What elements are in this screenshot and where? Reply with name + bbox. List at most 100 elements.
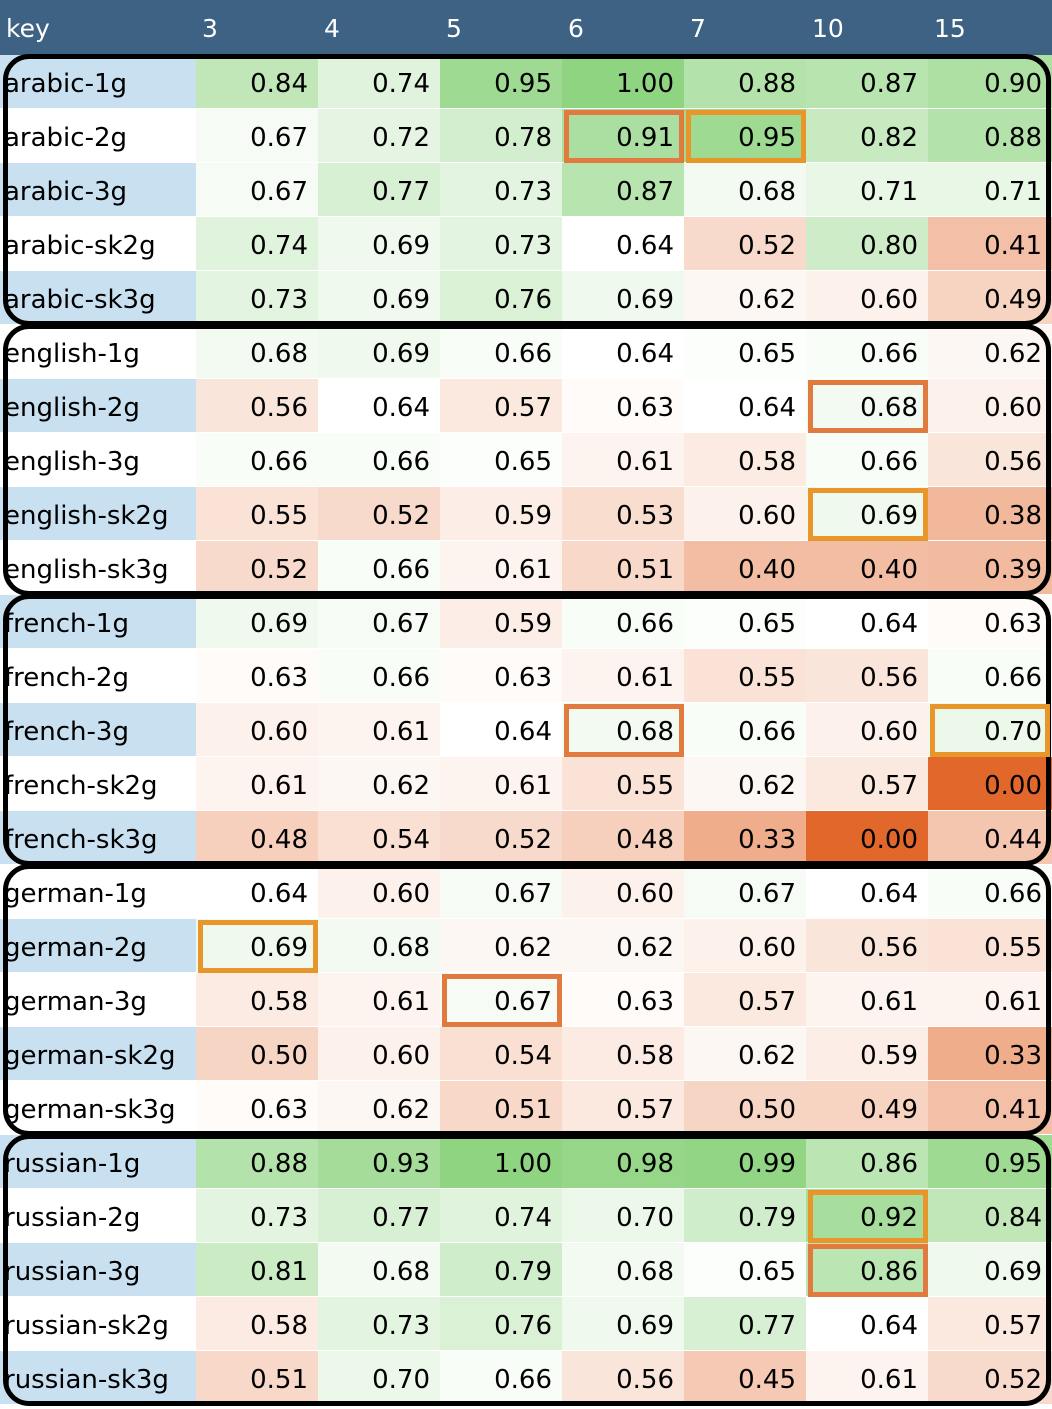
cell-english-2g-10: 0.68	[806, 379, 928, 433]
cell-english-sk2g-4: 0.52	[318, 487, 440, 541]
cell-english-2g-7: 0.64	[684, 379, 806, 433]
row-key-russian-1g: russian-1g	[0, 1135, 196, 1189]
row-key-french-1g: french-1g	[0, 595, 196, 649]
column-header-7: 7	[684, 0, 806, 55]
cell-arabic-1g-3: 0.84	[196, 55, 318, 109]
cell-russian-2g-7: 0.79	[684, 1189, 806, 1243]
cell-russian-3g-7: 0.65	[684, 1243, 806, 1297]
cell-english-sk2g-15: 0.38	[928, 487, 1052, 541]
cell-arabic-2g-7: 0.95	[684, 109, 806, 163]
cell-german-2g-3: 0.69	[196, 919, 318, 973]
cell-english-1g-6: 0.64	[562, 325, 684, 379]
cell-russian-2g-6: 0.70	[562, 1189, 684, 1243]
cell-english-3g-6: 0.61	[562, 433, 684, 487]
row-key-german-sk3g: german-sk3g	[0, 1081, 196, 1135]
cell-german-sk2g-5: 0.54	[440, 1027, 562, 1081]
cell-german-3g-7: 0.57	[684, 973, 806, 1027]
cell-french-2g-10: 0.56	[806, 649, 928, 703]
cell-german-sk2g-6: 0.58	[562, 1027, 684, 1081]
cell-russian-sk2g-5: 0.76	[440, 1297, 562, 1351]
cell-english-3g-4: 0.66	[318, 433, 440, 487]
row-key-german-2g: german-2g	[0, 919, 196, 973]
cell-arabic-3g-5: 0.73	[440, 163, 562, 217]
cell-russian-sk2g-7: 0.77	[684, 1297, 806, 1351]
row-key-english-1g: english-1g	[0, 325, 196, 379]
cell-russian-sk3g-10: 0.61	[806, 1351, 928, 1405]
row-key-french-sk3g: french-sk3g	[0, 811, 196, 865]
cell-russian-sk3g-5: 0.66	[440, 1351, 562, 1405]
row-key-arabic-3g: arabic-3g	[0, 163, 196, 217]
cell-german-2g-5: 0.62	[440, 919, 562, 973]
cell-french-3g-5: 0.64	[440, 703, 562, 757]
cell-french-1g-10: 0.64	[806, 595, 928, 649]
cell-english-1g-4: 0.69	[318, 325, 440, 379]
row-key-english-sk2g: english-sk2g	[0, 487, 196, 541]
cell-german-3g-5: 0.67	[440, 973, 562, 1027]
cell-english-3g-3: 0.66	[196, 433, 318, 487]
column-header-15: 15	[928, 0, 1052, 55]
cell-russian-1g-10: 0.86	[806, 1135, 928, 1189]
cell-arabic-2g-15: 0.88	[928, 109, 1052, 163]
row-key-russian-sk3g: russian-sk3g	[0, 1351, 196, 1405]
cell-english-2g-3: 0.56	[196, 379, 318, 433]
cell-arabic-2g-10: 0.82	[806, 109, 928, 163]
row-key-russian-3g: russian-3g	[0, 1243, 196, 1297]
cell-english-sk3g-3: 0.52	[196, 541, 318, 595]
cell-russian-1g-3: 0.88	[196, 1135, 318, 1189]
cell-english-sk2g-10: 0.69	[806, 487, 928, 541]
cell-arabic-2g-4: 0.72	[318, 109, 440, 163]
cell-english-3g-10: 0.66	[806, 433, 928, 487]
cell-english-sk3g-7: 0.40	[684, 541, 806, 595]
row-key-french-3g: french-3g	[0, 703, 196, 757]
cell-german-sk3g-3: 0.63	[196, 1081, 318, 1135]
cell-french-2g-5: 0.63	[440, 649, 562, 703]
cell-arabic-sk2g-5: 0.73	[440, 217, 562, 271]
cell-arabic-sk3g-5: 0.76	[440, 271, 562, 325]
column-header-3: 3	[196, 0, 318, 55]
cell-german-3g-3: 0.58	[196, 973, 318, 1027]
row-key-arabic-sk3g: arabic-sk3g	[0, 271, 196, 325]
cell-english-1g-10: 0.66	[806, 325, 928, 379]
cell-arabic-sk2g-3: 0.74	[196, 217, 318, 271]
cell-french-1g-4: 0.67	[318, 595, 440, 649]
cell-french-3g-10: 0.60	[806, 703, 928, 757]
cell-french-sk2g-15: 0.00	[928, 757, 1052, 811]
cell-russian-1g-15: 0.95	[928, 1135, 1052, 1189]
cell-russian-sk3g-3: 0.51	[196, 1351, 318, 1405]
cell-english-1g-3: 0.68	[196, 325, 318, 379]
cell-french-2g-4: 0.66	[318, 649, 440, 703]
cell-arabic-sk2g-4: 0.69	[318, 217, 440, 271]
row-key-english-2g: english-2g	[0, 379, 196, 433]
cell-german-sk3g-7: 0.50	[684, 1081, 806, 1135]
cell-english-sk3g-10: 0.40	[806, 541, 928, 595]
cell-arabic-sk3g-4: 0.69	[318, 271, 440, 325]
cell-french-sk2g-4: 0.62	[318, 757, 440, 811]
cell-french-1g-3: 0.69	[196, 595, 318, 649]
cell-arabic-sk3g-3: 0.73	[196, 271, 318, 325]
cell-french-sk2g-3: 0.61	[196, 757, 318, 811]
cell-german-1g-6: 0.60	[562, 865, 684, 919]
cell-russian-sk2g-15: 0.57	[928, 1297, 1052, 1351]
row-key-arabic-2g: arabic-2g	[0, 109, 196, 163]
cell-russian-2g-3: 0.73	[196, 1189, 318, 1243]
cell-arabic-1g-6: 1.00	[562, 55, 684, 109]
cell-german-sk2g-3: 0.50	[196, 1027, 318, 1081]
cell-english-sk2g-6: 0.53	[562, 487, 684, 541]
row-key-french-sk2g: french-sk2g	[0, 757, 196, 811]
cell-french-1g-15: 0.63	[928, 595, 1052, 649]
cell-english-sk3g-15: 0.39	[928, 541, 1052, 595]
cell-german-1g-7: 0.67	[684, 865, 806, 919]
cell-french-sk2g-5: 0.61	[440, 757, 562, 811]
cell-german-1g-4: 0.60	[318, 865, 440, 919]
row-key-german-1g: german-1g	[0, 865, 196, 919]
cell-french-2g-3: 0.63	[196, 649, 318, 703]
column-header-4: 4	[318, 0, 440, 55]
cell-german-2g-7: 0.60	[684, 919, 806, 973]
row-key-english-3g: english-3g	[0, 433, 196, 487]
cell-arabic-sk3g-6: 0.69	[562, 271, 684, 325]
cell-english-2g-6: 0.63	[562, 379, 684, 433]
cell-german-3g-10: 0.61	[806, 973, 928, 1027]
cell-german-1g-3: 0.64	[196, 865, 318, 919]
cell-arabic-1g-10: 0.87	[806, 55, 928, 109]
